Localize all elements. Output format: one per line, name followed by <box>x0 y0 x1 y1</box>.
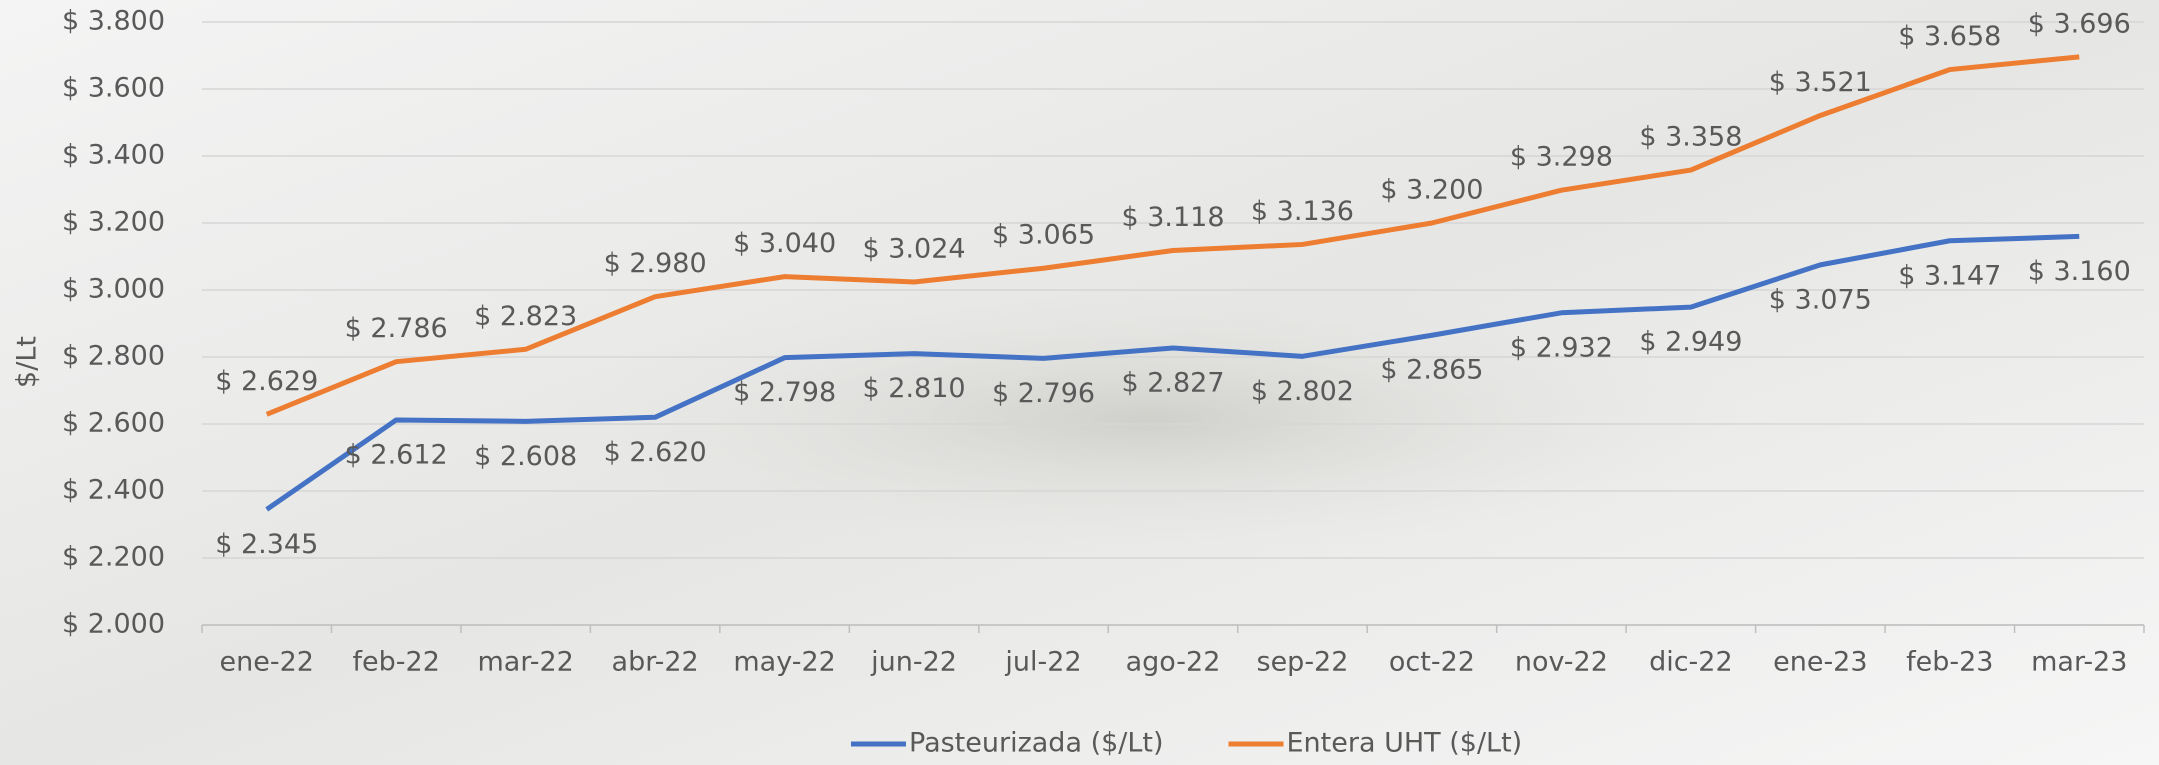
data-label: $ 2.608 <box>474 441 577 472</box>
data-label: $ 2.796 <box>992 378 1095 409</box>
data-label: $ 3.136 <box>1251 196 1354 227</box>
data-label: $ 3.358 <box>1639 122 1742 153</box>
data-label: $ 2.865 <box>1380 355 1483 386</box>
x-tick-label: ene-23 <box>1773 647 1867 678</box>
data-label: $ 3.298 <box>1510 142 1613 173</box>
y-tick-label: $ 2.400 <box>62 475 165 506</box>
y-tick-label: $ 3.000 <box>62 274 165 305</box>
x-tick-label: feb-22 <box>353 647 440 678</box>
x-tick-label: jun-22 <box>870 647 957 678</box>
data-label: $ 3.658 <box>1898 21 2001 52</box>
data-label: $ 3.040 <box>733 228 836 259</box>
data-label: $ 2.980 <box>604 248 707 279</box>
x-tick-label: feb-23 <box>1906 647 1993 678</box>
data-label: $ 2.949 <box>1639 327 1742 358</box>
data-label: $ 2.823 <box>474 301 577 332</box>
legend-label: Entera UHT ($/Lt) <box>1287 728 1523 759</box>
x-tick-label: ago-22 <box>1126 647 1221 678</box>
x-tick-label: may-22 <box>733 647 835 678</box>
data-label: $ 3.160 <box>2028 256 2131 287</box>
x-tick-label: jul-22 <box>1004 647 1081 678</box>
y-tick-label: $ 3.200 <box>62 207 165 238</box>
data-label: $ 3.200 <box>1380 175 1483 206</box>
data-label: $ 2.827 <box>1121 367 1224 398</box>
y-tick-label: $ 2.800 <box>62 341 165 372</box>
x-tick-label: mar-23 <box>2031 647 2127 678</box>
y-tick-label: $ 3.400 <box>62 140 165 171</box>
data-label: $ 3.065 <box>992 220 1095 251</box>
data-label: $ 2.810 <box>863 373 966 404</box>
data-label: $ 2.612 <box>345 439 448 470</box>
y-tick-label: $ 3.600 <box>62 73 165 104</box>
data-label: $ 2.798 <box>733 377 836 408</box>
y-tick-label: $ 2.000 <box>62 609 165 640</box>
y-tick-label: $ 2.600 <box>62 408 165 439</box>
data-label: $ 3.075 <box>1769 284 1872 315</box>
y-tick-label: $ 3.800 <box>62 6 165 37</box>
data-label: $ 3.696 <box>2028 8 2131 39</box>
legend-label: Pasteurizada ($/Lt) <box>909 728 1164 759</box>
data-label: $ 2.629 <box>215 366 318 397</box>
x-tick-label: oct-22 <box>1389 647 1475 678</box>
data-label: $ 2.786 <box>345 313 448 344</box>
data-label: $ 2.802 <box>1251 376 1354 407</box>
data-label: $ 2.932 <box>1510 332 1613 363</box>
x-tick-label: mar-22 <box>478 647 574 678</box>
data-label: $ 3.521 <box>1769 67 1872 98</box>
y-tick-label: $ 2.200 <box>62 542 165 573</box>
data-label: $ 2.620 <box>604 437 707 468</box>
x-tick-label: dic-22 <box>1649 647 1733 678</box>
data-label: $ 2.345 <box>215 529 318 560</box>
background-decoration <box>530 280 1770 560</box>
x-tick-label: abr-22 <box>612 647 699 678</box>
y-axis-title: $/Lt <box>12 336 43 388</box>
x-tick-label: sep-22 <box>1257 647 1349 678</box>
chart: $/Lt $ 2.000 $ 2.200 $ 2.400 $ 2.600 $ 2.800… <box>0 0 2159 765</box>
data-label: $ 3.118 <box>1121 202 1224 233</box>
x-tick-label: ene-22 <box>220 647 314 678</box>
data-label: $ 3.147 <box>1898 260 2001 291</box>
data-label: $ 3.024 <box>863 233 966 264</box>
x-tick-label: nov-22 <box>1515 647 1608 678</box>
